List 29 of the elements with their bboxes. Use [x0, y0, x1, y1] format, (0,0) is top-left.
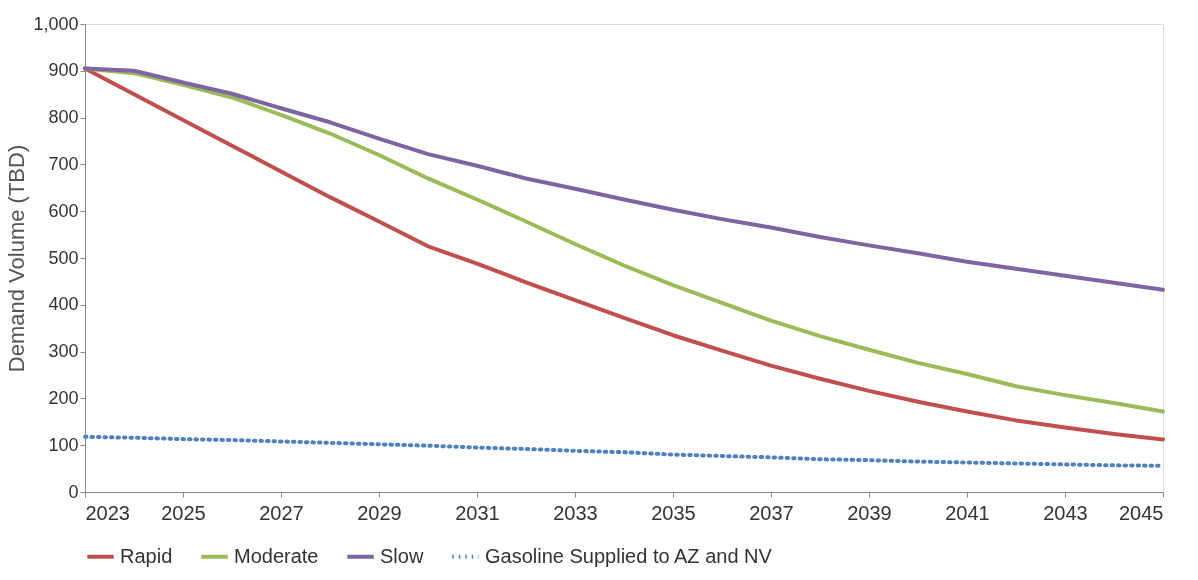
x-tick-label: 2029	[357, 501, 402, 524]
y-tick-label: 800	[48, 107, 79, 128]
x-tick-label: 2031	[455, 501, 500, 524]
y-tick-label: 900	[48, 60, 79, 81]
x-tick-label: 2033	[553, 501, 598, 524]
y-tick-label: 500	[48, 247, 79, 268]
y-tick-label: 100	[48, 434, 79, 455]
x-tick-label: 2023	[85, 501, 130, 524]
y-tick-label: 1,000	[33, 13, 79, 34]
x-tick-label: 2041	[945, 501, 990, 524]
x-tick-label: 2037	[749, 501, 794, 524]
y-tick-label: 300	[48, 341, 79, 362]
y-tick-label: 400	[48, 294, 79, 315]
line-series	[83, 66, 1165, 292]
legend-label: Slow	[380, 544, 424, 567]
x-tick-label: 2027	[259, 501, 304, 524]
y-tick-label: 700	[48, 153, 79, 174]
x-tick-label: 2043	[1043, 501, 1088, 524]
x-tick-label: 2035	[651, 501, 696, 524]
x-tick-label: 2039	[847, 501, 892, 524]
legend-label: Moderate	[234, 544, 319, 567]
legend-label: Gasoline Supplied to AZ and NV	[485, 544, 773, 567]
y-tick-label: 0	[68, 481, 79, 502]
legend-label: Rapid	[120, 544, 173, 567]
x-tick-label: 2025	[161, 501, 206, 524]
x-tick-label: 2045	[1119, 501, 1164, 524]
y-axis-title: Demand Volume (TBD)	[4, 144, 30, 373]
y-tick-label: 200	[48, 387, 79, 408]
y-tick-label: 600	[48, 200, 79, 221]
